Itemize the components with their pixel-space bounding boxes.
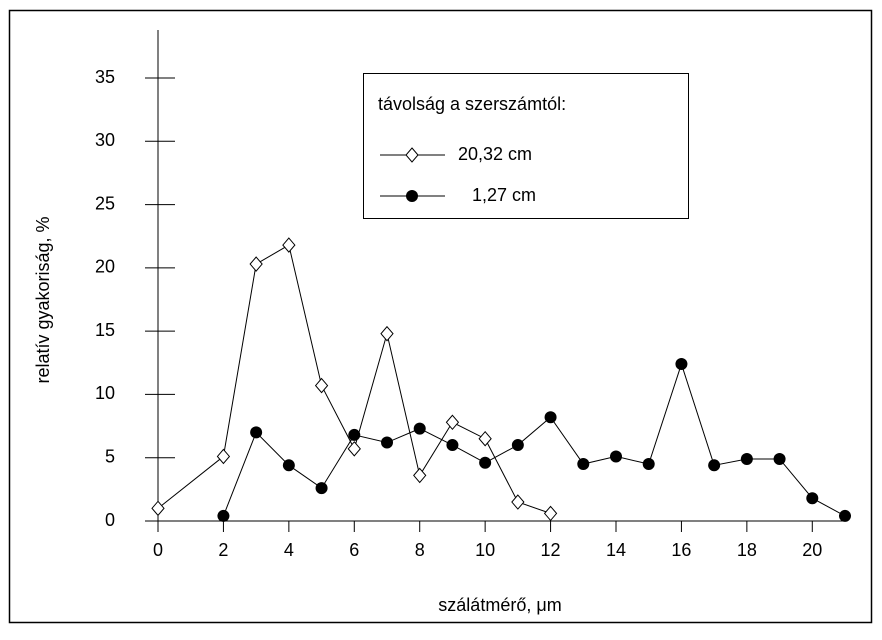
y-tick-label: 10 [95,383,115,403]
x-tick-label: 18 [737,540,757,560]
data-point [740,452,753,465]
data-point [217,509,230,522]
data-point [216,448,231,465]
x-tick-label: 0 [153,540,163,560]
data-point [381,436,393,449]
x-tick-label: 8 [415,540,425,560]
x-tick-label: 16 [671,540,691,560]
data-point [544,411,557,424]
data-point [348,428,361,441]
series-line [157,244,551,514]
y-tick-label: 35 [95,67,115,87]
data-point [151,500,165,517]
x-tick-label: 14 [606,540,626,560]
data-point [708,459,721,472]
legend-label: 1,27 cm [472,185,536,205]
data-point [478,430,492,447]
data-point [445,414,460,431]
data-point [479,456,492,469]
data-point [347,441,361,457]
data-point [380,325,394,342]
data-point [314,377,329,394]
data-point [413,467,427,484]
data-point [577,458,590,471]
data-point [675,358,688,371]
data-point [282,237,296,253]
x-tick-label: 2 [218,540,228,560]
x-tick-label: 6 [349,540,359,560]
y-tick-label: 5 [105,446,115,466]
legend-marker [406,190,418,202]
data-point [315,482,328,495]
y-tick-label: 30 [95,130,115,150]
data-point [839,509,851,522]
x-tick-label: 4 [284,540,294,560]
legend-marker [405,147,419,163]
y-tick-label: 20 [95,257,115,277]
data-point [250,426,263,439]
data-point [773,452,786,465]
y-axis-label: relatív gyakoriság, % [33,216,53,383]
x-tick-label: 12 [541,540,561,560]
y-tick-label: 25 [95,193,115,213]
data-point [282,459,295,472]
data-point [446,439,459,452]
y-tick-label: 0 [105,510,115,530]
data-point [511,439,524,452]
data-point [610,450,622,463]
data-point [642,458,655,471]
data-point [543,505,558,522]
y-tick-label: 15 [95,320,115,340]
data-point [806,492,819,505]
legend-label: 20,32 cm [458,144,532,164]
x-axis-label: szálátmérő, μm [438,595,561,615]
data-point [249,256,263,272]
data-point [413,422,426,435]
x-tick-label: 20 [802,540,822,560]
x-tick-label: 10 [475,540,495,560]
legend-title: távolság a szerszámtól: [378,94,566,114]
data-point [511,494,525,510]
